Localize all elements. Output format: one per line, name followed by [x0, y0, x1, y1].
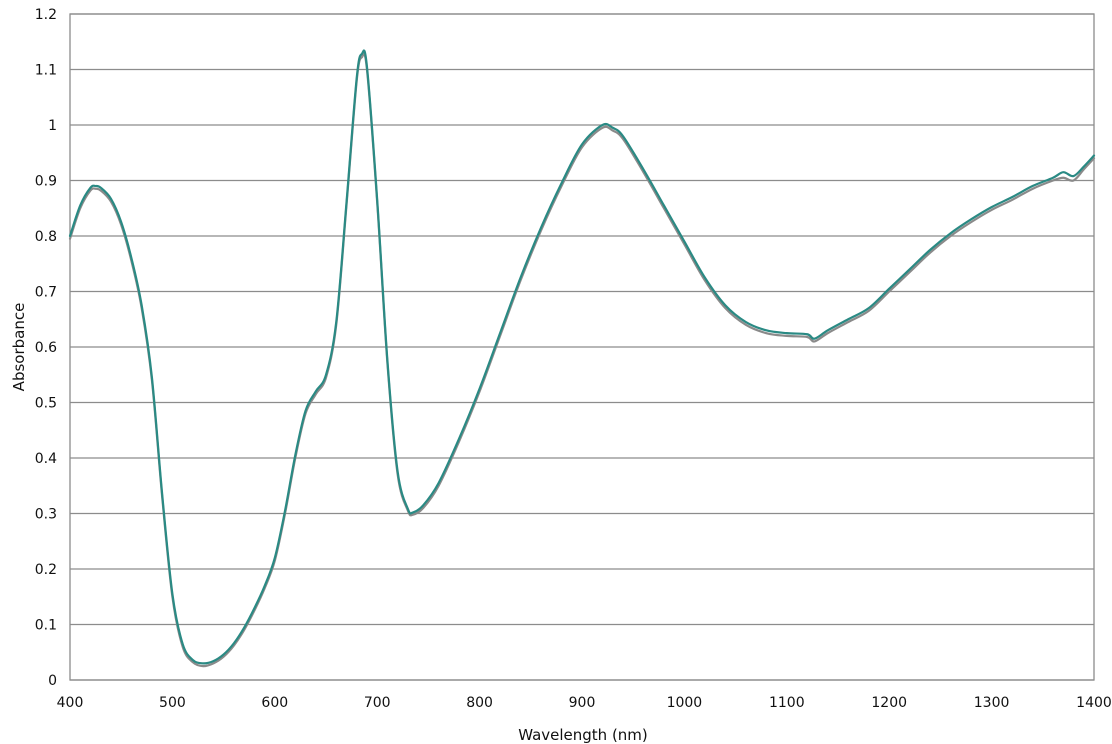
y-tick-label: 0.3 [35, 507, 57, 523]
series-layer [68, 49, 1096, 668]
x-axis-title: Wavelength (nm) [518, 726, 648, 744]
x-tick-label: 1400 [1076, 695, 1112, 711]
y-tick-label: 0.4 [35, 451, 57, 467]
x-tick-label: 1200 [871, 695, 907, 711]
x-tick-label: 1300 [974, 695, 1010, 711]
y-tick-label: 0 [48, 673, 57, 689]
y-tick-label: 0.6 [35, 340, 57, 356]
plot-area-frame [69, 13, 1095, 681]
y-tick-label: 0.7 [35, 285, 57, 301]
y-tick-label: 1.2 [35, 7, 57, 23]
x-tick-label: 500 [159, 695, 186, 711]
y-tick-label: 0.5 [35, 396, 57, 412]
y-tick-labels: 0 0.1 0.2 0.3 0.4 0.5 0.6 0.7 0.8 0.9 1 1.1 1.2 [35, 7, 57, 689]
y-tick-label: 0.1 [35, 618, 57, 634]
y-tick-label: 1.1 [35, 63, 57, 79]
y-tick-label: 0.8 [35, 229, 57, 245]
x-tick-label: 600 [261, 695, 288, 711]
x-tick-label: 700 [364, 695, 391, 711]
x-tick-label: 1000 [667, 695, 703, 711]
y-tick-label: 0.2 [35, 562, 57, 578]
x-tick-label: 400 [57, 695, 84, 711]
y-axis-title: Absorbance [10, 303, 28, 392]
grid-layer [69, 13, 1095, 681]
y-tick-label: 0.9 [35, 174, 57, 190]
y-tick-label: 1 [48, 118, 57, 134]
x-tick-label: 1100 [769, 695, 805, 711]
series-line-2 [68, 49, 1096, 665]
x-tick-labels: 400 500 600 700 800 900 1000 1100 1200 1300 1400 [57, 695, 1112, 711]
x-tick-label: 900 [569, 695, 596, 711]
x-tick-label: 800 [466, 695, 493, 711]
